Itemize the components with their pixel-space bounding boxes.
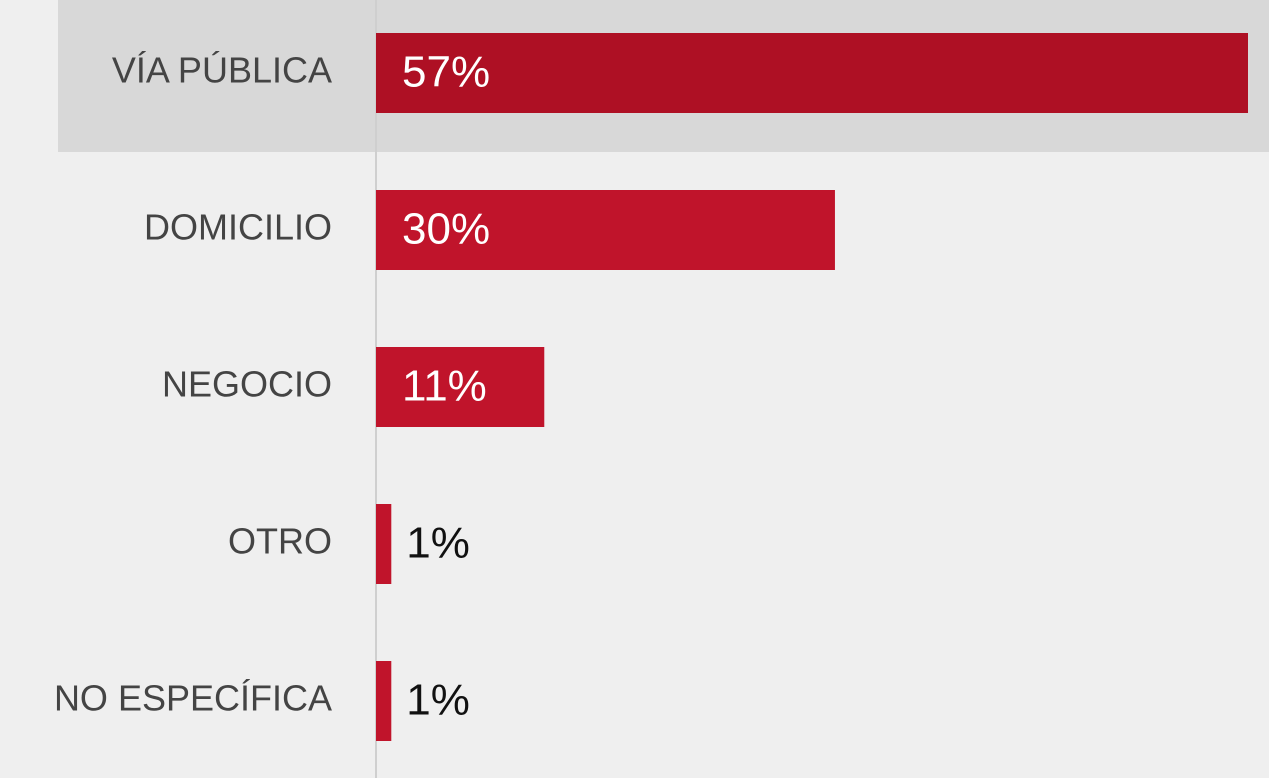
category-label: NO ESPECÍFICA: [54, 678, 332, 719]
bar: [376, 33, 1248, 113]
value-label: 30%: [402, 205, 490, 254]
category-label: NEGOCIO: [162, 364, 332, 405]
category-label: VÍA PÚBLICA: [112, 50, 332, 91]
bar: [376, 504, 392, 584]
value-label: 11%: [402, 362, 487, 411]
bar: [376, 190, 835, 270]
value-label: 57%: [402, 48, 490, 97]
bar: [376, 661, 392, 741]
category-label: OTRO: [228, 521, 332, 562]
value-label: 1%: [406, 519, 470, 568]
value-label: 1%: [406, 676, 470, 725]
category-label: DOMICILIO: [144, 207, 332, 248]
bar: [376, 347, 545, 427]
